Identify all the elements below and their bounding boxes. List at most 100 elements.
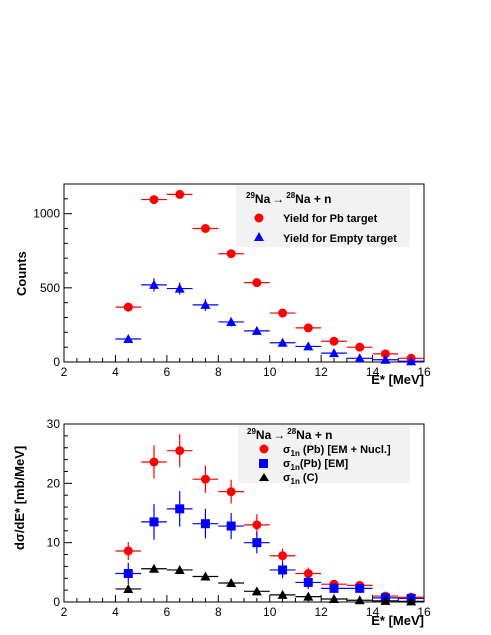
x-tick-label: 4	[112, 605, 119, 619]
legend-title-sup-1: 29	[247, 427, 256, 436]
legend-marker-pb-total	[259, 444, 269, 454]
x-tick-label: 8	[215, 365, 222, 379]
x-tick-label: 6	[164, 605, 171, 619]
data-point	[380, 349, 390, 359]
legend-box	[236, 185, 410, 247]
data-point	[175, 189, 185, 199]
data-point	[123, 583, 134, 593]
data-point	[355, 342, 365, 352]
y-tick-label: 20	[47, 476, 61, 490]
y-tick-label: 30	[47, 417, 61, 431]
data-point	[149, 517, 159, 527]
x-axis-label: E* [MeV]	[371, 613, 424, 628]
data-marks	[115, 434, 424, 606]
legend-marker-empty	[254, 232, 264, 241]
legend-title: 29Na → 28Na + n	[247, 427, 333, 442]
legend-marker-c	[259, 473, 269, 481]
data-point	[329, 583, 339, 593]
x-tick-label: 8	[215, 605, 222, 619]
x-tick-label: 4	[112, 365, 119, 379]
x-tick-label: 10	[263, 365, 277, 379]
data-point	[174, 283, 185, 293]
x-tick-label: 16	[417, 605, 431, 619]
x-tick-label: 12	[314, 365, 328, 379]
legend-marker-pb	[254, 213, 264, 223]
data-point	[252, 278, 262, 288]
legend: 29Na → 28Na + n σ1n (Pb) [EM + Nucl.] σ1n(…	[238, 425, 410, 486]
legend-title-arrow: →	[272, 192, 284, 206]
data-point	[354, 595, 365, 605]
data-point	[123, 546, 133, 556]
axis-ticks	[63, 183, 425, 363]
data-point	[226, 578, 237, 588]
x-tick-label: 12	[314, 605, 328, 619]
legend-title-el-2: Na + n	[296, 428, 332, 442]
data-point	[149, 279, 159, 289]
y-tick-label: 500	[40, 281, 60, 295]
data-point	[200, 519, 210, 529]
data-point	[303, 323, 313, 333]
legend-label-c-rest: (C)	[300, 472, 319, 484]
legend-label-pb-total-rest: (Pb) [EM + Nucl.]	[300, 444, 391, 456]
data-point	[123, 302, 133, 312]
data-point	[251, 586, 262, 596]
data-point	[278, 551, 288, 561]
legend-label-pb-total: σ1n (Pb) [EM + Nucl.]	[283, 444, 391, 458]
data-point	[406, 596, 417, 606]
x-tick-label: 2	[61, 365, 68, 379]
data-point	[278, 565, 288, 575]
legend-title-arrow: →	[273, 428, 285, 442]
data-point	[277, 589, 288, 599]
data-point	[200, 474, 210, 484]
legend-label-pb: Yield for Pb target	[283, 213, 378, 225]
legend-label-c: σ1n (C)	[283, 472, 319, 486]
data-point	[329, 336, 339, 346]
legend-label-pb-em-rest: (Pb) [EM]	[300, 458, 349, 470]
data-point	[303, 569, 313, 579]
legend-title-el-2: Na + n	[295, 192, 331, 206]
legend: 29Na → 28Na + n Yield for Pb target Yield …	[236, 185, 410, 247]
y-tick-label: 1000	[33, 207, 60, 221]
axis-ticks	[63, 423, 425, 603]
data-point	[175, 504, 185, 514]
y-tick-label: 10	[47, 536, 61, 550]
data-point	[226, 316, 237, 326]
y-axis-label: Counts	[14, 251, 29, 296]
data-point	[329, 348, 339, 358]
legend-title-sup-1: 29	[246, 191, 255, 200]
data-point	[277, 337, 288, 347]
data-point	[406, 356, 417, 366]
data-point	[252, 538, 262, 548]
y-tick-label: 0	[53, 355, 60, 369]
data-point	[380, 354, 391, 364]
data-point	[251, 325, 262, 335]
legend-title-sup-2: 28	[287, 427, 296, 436]
tick-labels: 2 4 6 8 10 12 14 16 0 10 20 30	[47, 417, 431, 619]
data-point	[200, 224, 210, 233]
y-axis-label: dσ/dE* [mb/MeV]	[12, 446, 27, 550]
data-point	[200, 299, 211, 309]
data-point	[226, 487, 236, 497]
data-point	[123, 569, 133, 579]
data-point	[200, 571, 211, 581]
x-tick-label: 14	[366, 365, 380, 379]
data-point	[380, 595, 391, 605]
data-point	[226, 521, 236, 531]
legend-label-c-sub: 1n	[291, 477, 300, 486]
legend-title: 29Na → 28Na + n	[246, 191, 332, 206]
data-point	[329, 594, 339, 604]
legend-label-pb-total-sym: σ	[283, 444, 291, 456]
legend-title-el-1: Na	[256, 428, 272, 442]
data-point	[252, 520, 262, 530]
data-point	[303, 591, 314, 601]
y-tick-label: 0	[53, 595, 60, 609]
data-point	[149, 195, 159, 205]
legend-marker-pb-em	[259, 459, 268, 468]
legend-label-pb-em-sub: 1n	[291, 463, 300, 472]
legend-box	[238, 425, 410, 483]
data-point	[175, 446, 185, 456]
data-point	[226, 249, 236, 259]
data-point	[355, 583, 365, 593]
